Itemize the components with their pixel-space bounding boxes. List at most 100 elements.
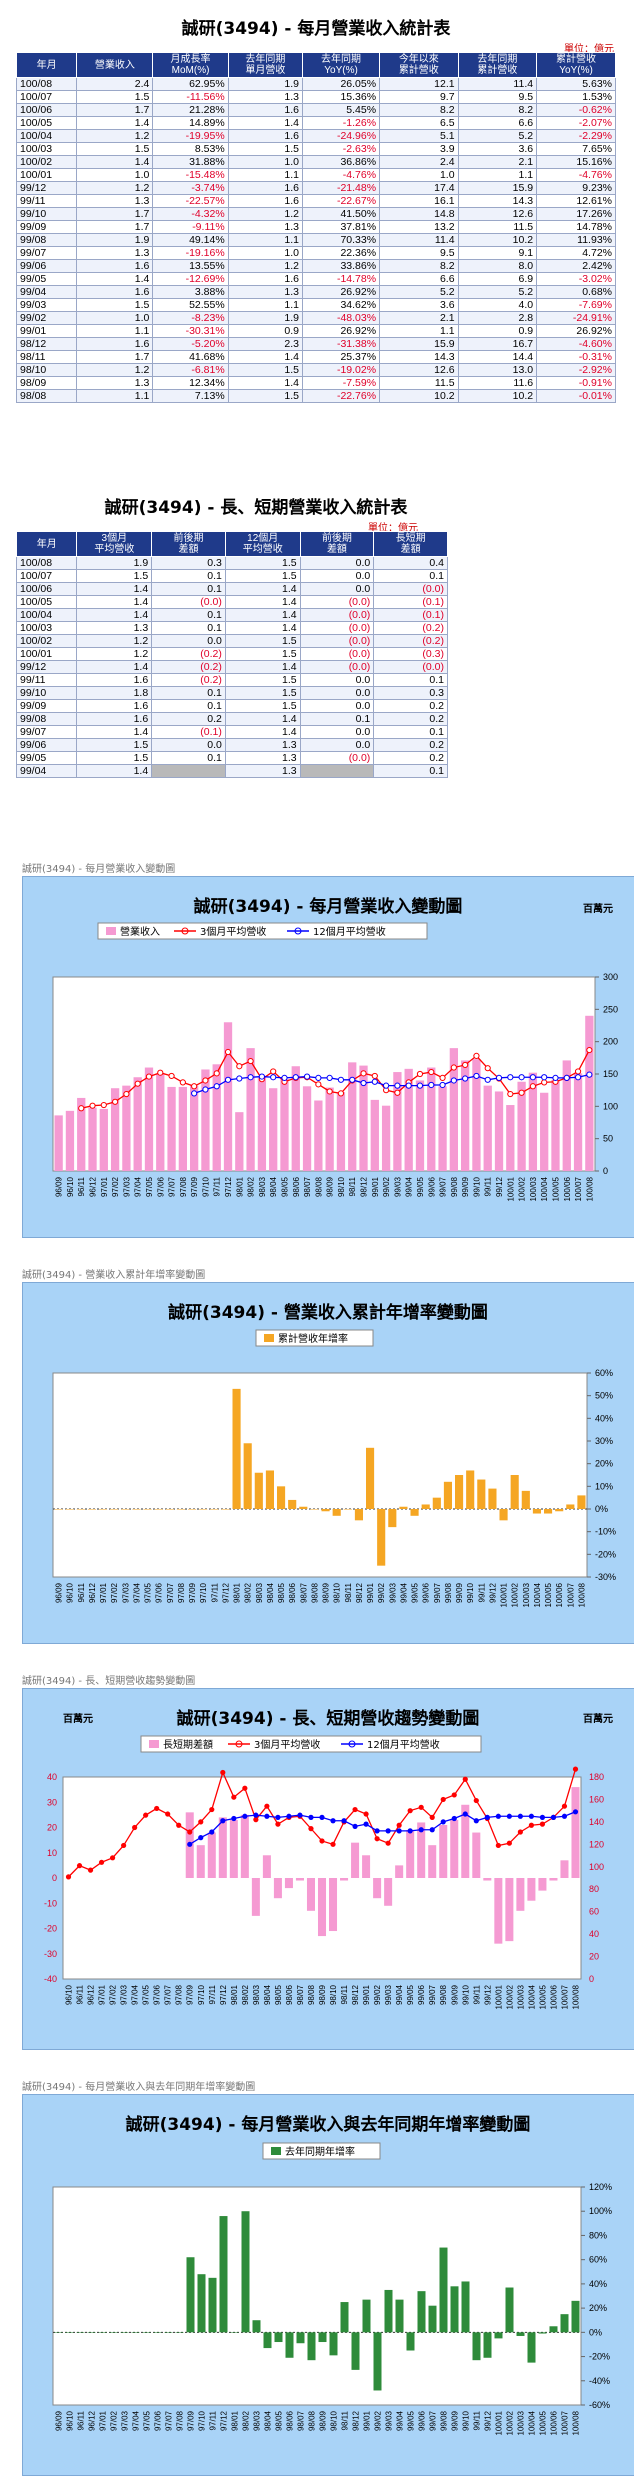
x-tick-label: 99/06 [427,1176,436,1197]
x-tick-label: 97/11 [210,1582,219,1602]
table1-title: 誠研(3494) - 每月營業收入統計表 [181,19,451,39]
long-short-diff-bar [340,1878,349,1881]
table1-cell: 100/01 [15,168,78,182]
table1-cell: 36.86% [301,155,381,169]
table2-cell: 0.1 [151,608,226,622]
legend-swatch [149,1740,159,1748]
monthly-yoy-bar [186,2257,195,2333]
table2-cell: 99/08 [15,712,78,726]
monthly-yoy-bar [98,2332,107,2333]
monthly-yoy-bar [472,2332,481,2361]
line-marker [326,1074,333,1081]
monthly-yoy-bar [120,2332,129,2333]
table1-cell: 5.1 [379,129,459,143]
line-marker [281,1074,288,1081]
left-y-tick-label: -30 [44,1949,57,1959]
long-short-diff-bar [406,1830,415,1878]
table1-cell: 1.4 [76,116,154,130]
x-tick-label: 97/11 [213,1176,222,1196]
y-tick-label: 50 [603,1134,613,1144]
chart2-caption: 誠研(3494) - 營業收入累計年增率變動圖 [22,1270,206,1281]
cumulative-yoy-bar [165,1509,174,1510]
table2-cell: 1.4 [224,660,301,674]
revenue-bar [280,1079,289,1171]
table2-cell: 0.0 [299,725,375,739]
x-tick-label: 97/04 [132,1582,141,1603]
y-tick-label: 60% [589,2255,607,2265]
table1-cell: 33.86% [301,259,381,273]
table1-cell: -7.69% [536,298,616,312]
chart4-caption: 誠研(3494) - 每月營業收入與去年同期年增率變動圖 [22,2082,256,2093]
table1-cell: 14.78% [536,220,616,234]
table2-cell: (0.1) [151,725,226,739]
table2-cell: (0.0) [299,751,375,765]
table1-cell: 1.5 [227,389,304,403]
chart-title: 誠研(3494) - 長、短期營收趨勢變動圖 [177,1708,480,1729]
table1-cell: -8.23% [152,311,229,325]
monthly-yoy-bar [175,2332,184,2333]
table1-cell: 1.7 [76,103,154,117]
table1-cell: 1.5 [76,142,154,156]
table-row: 98/10 1.2 -6.81% 1.5 -19.02% 12.6 13.0 -2.92% [15,363,616,377]
table2-cell: (0.0) [299,608,375,622]
y-tick-label: -10% [595,1527,616,1537]
x-tick-label: 97/01 [99,2410,108,2431]
table1-unit: 單位：億元 [564,44,614,55]
table1-cell: 1.7 [76,207,154,221]
table1-cell: 14.89% [152,116,229,130]
x-tick-label: 98/02 [247,1176,256,1197]
table1-cell: 26.92% [301,285,381,299]
table1-header-4: 去年同期 YoY(%) [301,52,381,78]
table1-cell: 11.4 [457,77,538,91]
table2-cell: 1.6 [76,712,153,726]
line-marker [360,1070,367,1077]
table2-cell: 1.5 [224,647,301,661]
table1-cell: 1.0 [76,311,154,325]
monthly-yoy-bar [571,2300,580,2333]
line-marker [517,1829,523,1835]
table1-cell: 6.6 [457,116,538,130]
table1-cell: 1.3 [227,90,304,104]
table-row: 99/07 1.3 -19.16% 1.0 22.36% 9.5 9.1 4.72% [15,246,616,260]
line-marker [220,1769,226,1776]
table1-cell: 99/06 [15,259,78,273]
table1-cell: 2.1 [457,155,538,169]
table1-cell: 1.0 [227,246,304,260]
x-tick-label: 100/01 [495,2410,504,2435]
cumulative-yoy-bar [510,1475,519,1509]
cumulative-yoy-bar [199,1509,208,1510]
table1-cell: 11.93% [536,233,616,247]
table2-cell: 1.4 [76,725,153,739]
table2-cell: 1.5 [224,673,301,687]
long-short-diff-bar [329,1878,338,1932]
x-tick-label: 99/06 [417,1984,426,2005]
x-tick-label: 98/02 [241,1984,250,2005]
monthly-yoy-bar [340,2302,349,2333]
revenue-bar [314,1100,323,1171]
line-marker [78,1105,85,1112]
table2-header-4: 前後期 差額 [299,531,375,557]
cumulative-yoy-bar [310,1509,319,1510]
revenue-bar [223,1022,233,1171]
table2-cell: (0.2) [151,673,226,687]
table1-header-6: 去年同期 累計營收 [457,52,538,78]
x-tick-label: 100/03 [529,1176,538,1201]
line-marker [418,1827,424,1833]
table1-cell: -31.38% [301,337,381,351]
table2-cell: 100/06 [15,582,78,596]
table2-cell: (0.0) [151,595,226,609]
y-tick-label: 40% [589,2279,607,2289]
x-tick-label: 100/01 [506,1176,515,1201]
y-tick-label: 300 [603,972,618,982]
table1-cell: 9.7 [379,90,459,104]
table2-cell: 0.1 [151,699,226,713]
table1-cell: 98/09 [15,376,78,390]
x-tick-label: 98/01 [230,1984,239,2005]
table1-cell: 1.6 [227,194,304,208]
line-marker [450,1064,457,1071]
x-tick-label: 100/03 [517,2410,526,2435]
right-y-tick-label: 100 [589,1862,604,1872]
left-y-tick-label: 40 [47,1772,57,1782]
table1-cell: 31.88% [152,155,229,169]
table2-cell: 1.5 [76,738,153,752]
